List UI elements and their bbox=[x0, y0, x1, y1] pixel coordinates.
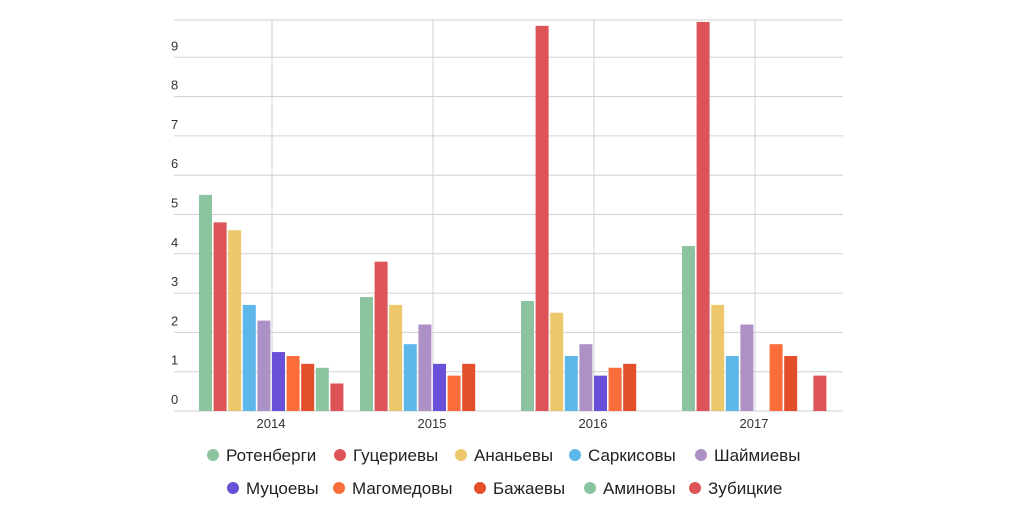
bar bbox=[550, 312, 564, 411]
legend-marker bbox=[474, 482, 486, 494]
y-tick-label: 8 bbox=[171, 78, 178, 93]
bar bbox=[725, 355, 739, 411]
legend-label: Муцоевы bbox=[246, 479, 319, 498]
legend-label: Магомедовы bbox=[352, 479, 452, 498]
bar bbox=[403, 344, 417, 411]
x-tick-label: 2017 bbox=[740, 416, 769, 431]
bar bbox=[696, 21, 710, 412]
bar bbox=[374, 261, 388, 411]
legend-marker bbox=[227, 482, 239, 494]
y-tick-label: 6 bbox=[171, 156, 178, 171]
bar bbox=[315, 367, 329, 411]
x-axis-ticks: 2014 2015 2016 2017 bbox=[257, 416, 769, 431]
bar bbox=[213, 222, 227, 411]
bar bbox=[535, 25, 549, 412]
bar bbox=[389, 304, 403, 411]
bar bbox=[272, 352, 285, 411]
legend: Ротенберги Гуцериевы Ананьевы Саркисовы Шайм… bbox=[207, 446, 800, 498]
bar bbox=[447, 375, 461, 411]
legend-marker bbox=[334, 449, 346, 461]
legend-label: Бажаевы bbox=[493, 479, 565, 498]
y-tick-label: 1 bbox=[171, 353, 178, 368]
bar bbox=[579, 344, 593, 411]
legend-label: Саркисовы bbox=[588, 446, 676, 465]
bar bbox=[462, 363, 476, 411]
bar bbox=[228, 230, 242, 411]
y-tick-label: 4 bbox=[171, 235, 178, 250]
x-tick-label: 2015 bbox=[418, 416, 447, 431]
legend-label: Шаймиевы bbox=[714, 446, 800, 465]
bar bbox=[608, 367, 622, 411]
x-tick-label: 2014 bbox=[257, 416, 286, 431]
y-tick-label: 3 bbox=[171, 274, 178, 289]
legend-label: Зубицкие bbox=[708, 479, 782, 498]
bar bbox=[360, 297, 373, 411]
y-tick-label: 2 bbox=[171, 313, 178, 328]
bar bbox=[418, 324, 432, 411]
legend-marker bbox=[689, 482, 701, 494]
grid bbox=[174, 19, 843, 412]
legend-marker bbox=[455, 449, 467, 461]
bars bbox=[199, 21, 827, 412]
bar bbox=[740, 324, 754, 411]
legend-marker bbox=[207, 449, 219, 461]
bar bbox=[521, 300, 534, 411]
legend-marker bbox=[584, 482, 596, 494]
legend-label: Ананьевы bbox=[474, 446, 553, 465]
bar bbox=[433, 363, 446, 411]
bar bbox=[623, 363, 637, 411]
bar bbox=[242, 304, 256, 411]
y-tick-label: 7 bbox=[171, 117, 178, 132]
bar bbox=[286, 355, 300, 411]
bar bbox=[199, 194, 212, 411]
bar bbox=[594, 375, 607, 411]
legend-marker bbox=[569, 449, 581, 461]
legend-label: Аминовы bbox=[603, 479, 676, 498]
bar bbox=[301, 363, 315, 411]
bar bbox=[257, 320, 271, 411]
legend-marker bbox=[333, 482, 345, 494]
x-tick-label: 2016 bbox=[579, 416, 608, 431]
y-tick-label: 0 bbox=[171, 392, 178, 407]
legend-label: Гуцериевы bbox=[353, 446, 438, 465]
legend-marker bbox=[695, 449, 707, 461]
y-tick-label: 9 bbox=[171, 38, 178, 53]
bar bbox=[784, 355, 798, 411]
y-axis-ticks: 0 1 2 3 4 5 6 7 8 9 bbox=[171, 38, 178, 407]
bar bbox=[769, 344, 783, 411]
legend-label: Ротенберги bbox=[226, 446, 316, 465]
y-tick-label: 5 bbox=[171, 196, 178, 211]
bar bbox=[330, 383, 344, 411]
bar bbox=[564, 355, 578, 411]
bar bbox=[682, 245, 695, 411]
bar bbox=[711, 304, 725, 411]
bar bbox=[813, 375, 827, 411]
